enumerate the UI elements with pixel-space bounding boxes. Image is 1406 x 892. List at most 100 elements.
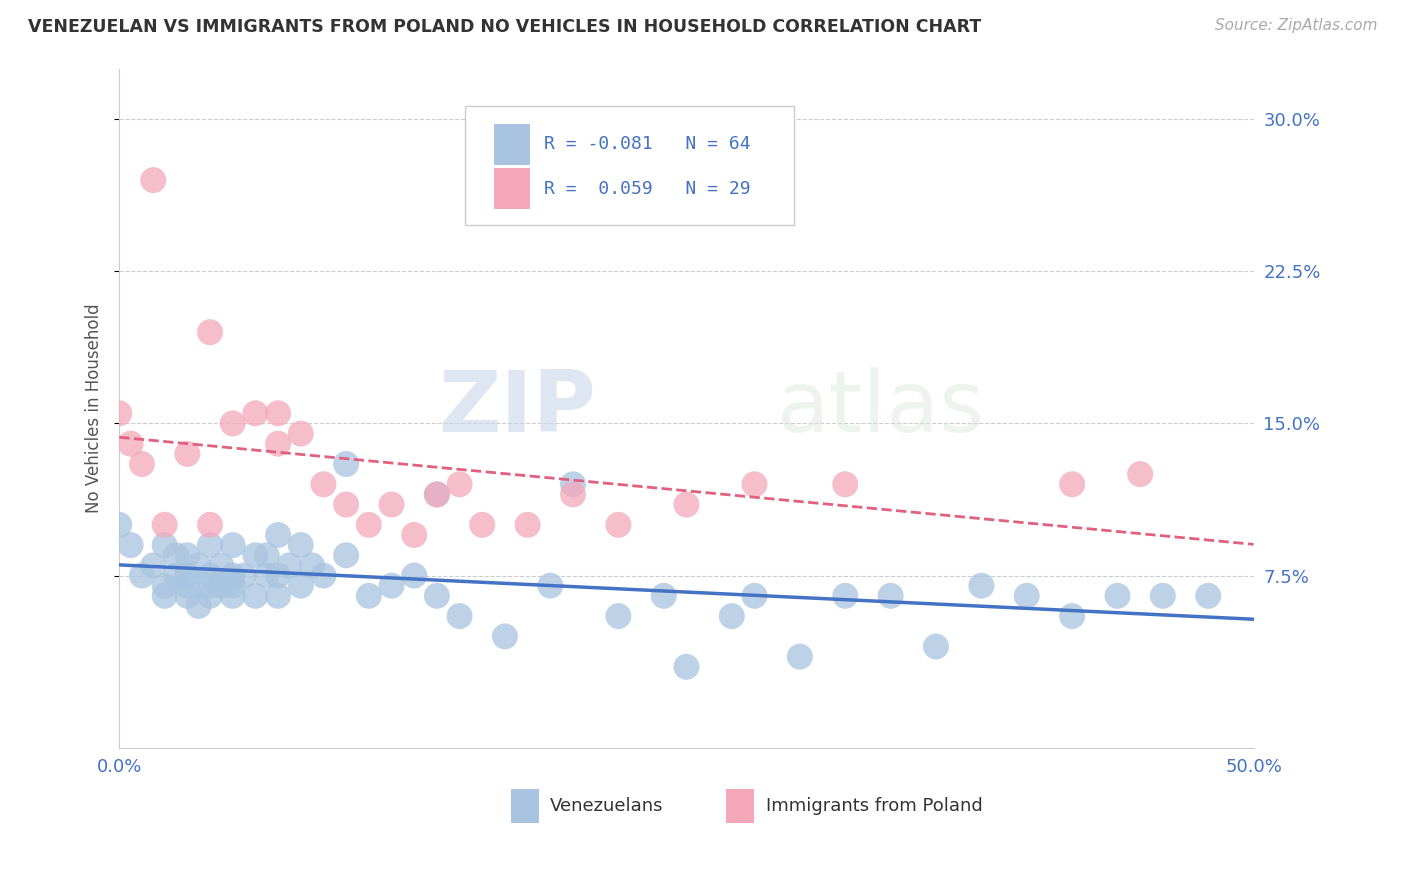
Point <box>108 406 131 420</box>
Point <box>198 538 221 552</box>
Point <box>198 568 221 582</box>
Point <box>222 589 245 603</box>
Point <box>142 173 165 187</box>
Point <box>449 477 471 491</box>
Text: Venezuelans: Venezuelans <box>550 797 664 814</box>
Point <box>335 498 357 512</box>
Point <box>290 579 312 593</box>
Point <box>426 487 449 501</box>
Point <box>131 457 153 471</box>
Point <box>357 589 380 603</box>
Point <box>131 568 153 582</box>
FancyBboxPatch shape <box>494 124 530 165</box>
Point <box>1015 589 1038 603</box>
Point <box>176 568 198 582</box>
Point <box>357 517 380 532</box>
Point <box>256 548 278 562</box>
Point <box>675 498 697 512</box>
Point <box>256 568 278 582</box>
Point <box>222 579 245 593</box>
Point <box>426 487 449 501</box>
Point <box>834 477 856 491</box>
Point <box>335 457 357 471</box>
Text: Source: ZipAtlas.com: Source: ZipAtlas.com <box>1215 18 1378 33</box>
Point <box>209 558 232 573</box>
Point <box>538 579 561 593</box>
Point <box>198 579 221 593</box>
Point <box>744 589 766 603</box>
Point <box>471 517 494 532</box>
Point <box>153 589 176 603</box>
Point <box>198 517 221 532</box>
Text: atlas: atlas <box>778 367 986 450</box>
Point <box>516 517 538 532</box>
Point <box>233 568 256 582</box>
Point <box>290 426 312 441</box>
Point <box>380 579 402 593</box>
FancyBboxPatch shape <box>510 789 538 822</box>
Point <box>120 538 142 552</box>
Point <box>652 589 675 603</box>
Text: Immigrants from Poland: Immigrants from Poland <box>766 797 983 814</box>
Point <box>222 568 245 582</box>
Y-axis label: No Vehicles in Household: No Vehicles in Household <box>86 303 103 513</box>
Point <box>789 649 811 664</box>
Point <box>142 558 165 573</box>
Point <box>562 487 585 501</box>
Point <box>404 528 426 542</box>
Point <box>198 589 221 603</box>
Point <box>176 589 198 603</box>
Point <box>245 406 267 420</box>
Point <box>925 640 948 654</box>
Point <box>176 447 198 461</box>
Point <box>209 579 232 593</box>
Point <box>198 325 221 339</box>
Point <box>380 498 402 512</box>
Point <box>267 589 290 603</box>
Point <box>1129 467 1152 482</box>
Point <box>290 538 312 552</box>
Point <box>607 517 630 532</box>
Point <box>301 558 323 573</box>
FancyBboxPatch shape <box>494 168 530 209</box>
Point <box>267 568 290 582</box>
Point <box>165 548 187 562</box>
Point <box>267 528 290 542</box>
Point <box>562 477 585 491</box>
Point <box>449 609 471 624</box>
Point <box>222 417 245 431</box>
Point <box>834 589 856 603</box>
Point <box>153 538 176 552</box>
Point <box>1062 609 1084 624</box>
Point <box>879 589 901 603</box>
Point <box>970 579 993 593</box>
Point <box>222 538 245 552</box>
Point <box>267 436 290 450</box>
Point <box>153 517 176 532</box>
Point <box>744 477 766 491</box>
Point <box>607 609 630 624</box>
Point <box>165 568 187 582</box>
Point <box>278 558 301 573</box>
Point <box>176 579 198 593</box>
Point <box>1152 589 1174 603</box>
Point <box>187 558 209 573</box>
Text: R = -0.081   N = 64: R = -0.081 N = 64 <box>544 136 751 153</box>
Point <box>267 406 290 420</box>
Text: VENEZUELAN VS IMMIGRANTS FROM POLAND NO VEHICLES IN HOUSEHOLD CORRELATION CHART: VENEZUELAN VS IMMIGRANTS FROM POLAND NO … <box>28 18 981 36</box>
Point <box>245 589 267 603</box>
Point <box>108 517 131 532</box>
Point <box>404 568 426 582</box>
Point <box>245 548 267 562</box>
FancyBboxPatch shape <box>465 106 794 225</box>
Point <box>176 548 198 562</box>
Point <box>426 589 449 603</box>
FancyBboxPatch shape <box>725 789 755 822</box>
Point <box>120 436 142 450</box>
Point <box>312 568 335 582</box>
Point <box>187 599 209 613</box>
Point <box>153 579 176 593</box>
Point <box>335 548 357 562</box>
Text: R =  0.059   N = 29: R = 0.059 N = 29 <box>544 179 751 197</box>
Point <box>1062 477 1084 491</box>
